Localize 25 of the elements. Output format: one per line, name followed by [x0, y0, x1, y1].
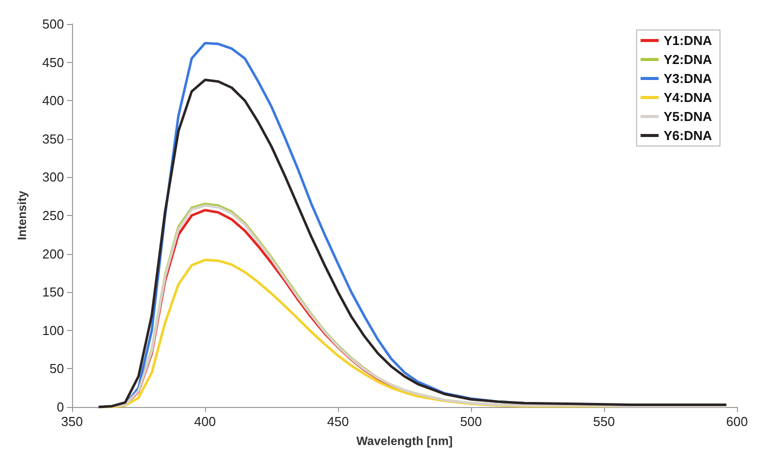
y-tick-label: 300: [42, 170, 64, 185]
legend-label: Y2:DNA: [664, 52, 713, 67]
y-tick-label: 150: [42, 284, 64, 300]
x-tick-label: 400: [194, 414, 216, 429]
x-tick-label: 350: [61, 414, 83, 429]
legend-label: Y5:DNA: [664, 109, 713, 124]
y-tick-label: 350: [42, 131, 64, 146]
x-axis-title: Wavelength [nm]: [356, 434, 453, 448]
y-tick-label: 450: [42, 54, 64, 70]
y-tick-label: 400: [42, 93, 64, 108]
x-tick-label: 550: [593, 414, 615, 429]
y-tick-label: 0: [56, 400, 64, 414]
y-tick-label: 500: [42, 16, 64, 32]
y-axis-title: Intensity: [15, 190, 29, 240]
x-tick-label: 500: [460, 414, 482, 429]
legend-label: Y6:DNA: [664, 128, 713, 143]
y-tick-label: 100: [42, 322, 64, 338]
y-tick-label: 250: [42, 208, 64, 223]
y-tick-label: 200: [42, 246, 64, 262]
y-tick-label: 50: [50, 361, 64, 376]
legend-label: Y3:DNA: [664, 71, 713, 86]
x-tick-label: 450: [327, 414, 349, 429]
legend-label: Y1:DNA: [664, 33, 713, 48]
legend-label: Y4:DNA: [664, 90, 713, 105]
x-tick-label: 600: [726, 414, 748, 429]
